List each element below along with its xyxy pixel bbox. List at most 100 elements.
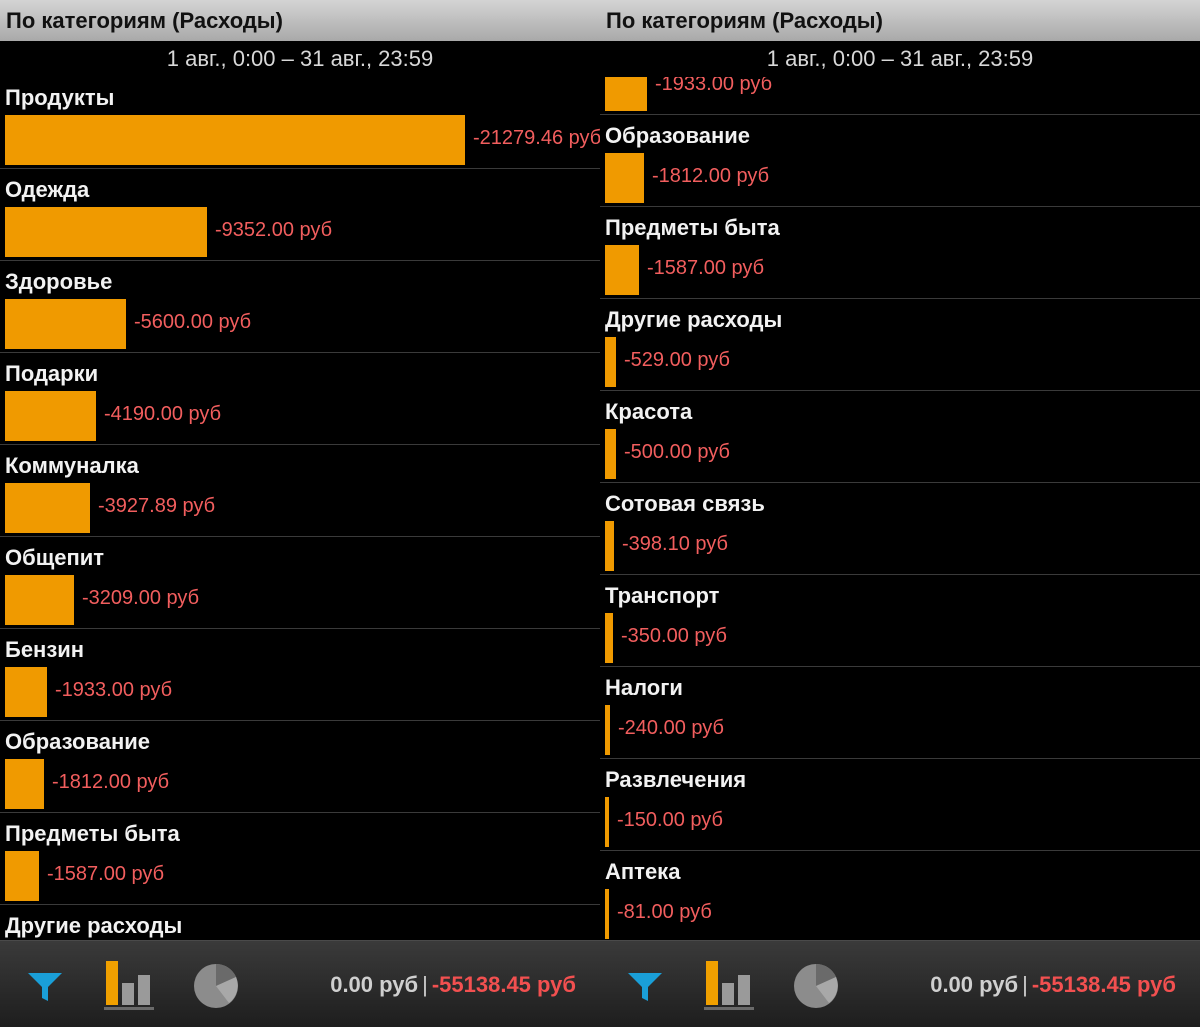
category-row[interactable]: Сотовая связь -398.10 руб (600, 483, 1200, 575)
category-amount: -5600.00 руб (134, 311, 252, 333)
category-name: Красота (605, 399, 693, 424)
category-row[interactable]: Бензин -1933.00 руб (0, 629, 600, 721)
category-amount: -1587.00 руб (647, 257, 765, 279)
expense-total: -55138.45 руб (1031, 972, 1176, 997)
category-bar (605, 429, 616, 479)
category-row[interactable]: Развлечения -150.00 руб (600, 759, 1200, 851)
category-name: Налоги (605, 675, 683, 700)
category-list[interactable]: -1933.00 руб Образование -1812.00 руб Предм… (600, 77, 1200, 940)
bottom-toolbar: 0.00 руб | -55138.45 руб (600, 940, 1200, 1027)
category-name: Развлечения (605, 767, 747, 792)
pie-chart-icon[interactable] (788, 941, 844, 1027)
category-row[interactable]: Другие расходы (0, 905, 600, 940)
category-bar (605, 153, 644, 203)
totals-separator: | (1022, 972, 1028, 997)
category-name: Общепит (5, 545, 105, 570)
bar-chart-icon[interactable] (100, 941, 160, 1027)
category-amount: -21279.46 руб (473, 127, 600, 149)
category-row[interactable]: Одежда -9352.00 руб (0, 169, 600, 261)
category-name: Аптека (605, 859, 681, 884)
category-amount: -500.00 руб (624, 441, 730, 463)
category-row[interactable]: Общепит -3209.00 руб (0, 537, 600, 629)
category-row[interactable]: Здоровье -5600.00 руб (0, 261, 600, 353)
category-name: Здоровье (5, 269, 113, 294)
category-amount: -1587.00 руб (47, 863, 165, 885)
category-row[interactable]: Предметы быта -1587.00 руб (0, 813, 600, 905)
category-row[interactable]: Коммуналка -3927.89 руб (0, 445, 600, 537)
expense-total: -55138.45 руб (431, 972, 576, 997)
totals: 0.00 руб | -55138.45 руб (930, 941, 1176, 1027)
category-row[interactable]: Подарки -4190.00 руб (0, 353, 600, 445)
bar-chart-icon[interactable] (700, 941, 760, 1027)
category-name: Предметы быта (5, 821, 180, 846)
category-list[interactable]: Продукты -21279.46 руб Одежда -9352.00 руб З… (0, 77, 600, 940)
right-screen: По категориям (Расходы) 1 авг., 0:00 – 3… (600, 0, 1200, 1027)
category-amount: -3927.89 руб (98, 495, 216, 517)
category-name: Другие расходы (5, 913, 183, 938)
category-name: Предметы быта (605, 215, 780, 240)
pie-chart-icon[interactable] (188, 941, 244, 1027)
category-amount: -1933.00 руб (55, 679, 173, 701)
category-row[interactable]: -1933.00 руб (600, 77, 1200, 115)
category-row[interactable]: Продукты -21279.46 руб (0, 77, 600, 169)
category-bar (5, 575, 74, 625)
category-name: Другие расходы (605, 307, 783, 332)
totals: 0.00 руб | -55138.45 руб (330, 941, 576, 1027)
left-screen: По категориям (Расходы) 1 авг., 0:00 – 3… (0, 0, 600, 1027)
category-name: Одежда (5, 177, 90, 202)
category-row[interactable]: Образование -1812.00 руб (0, 721, 600, 813)
title-bar: По категориям (Расходы) (600, 0, 1200, 41)
category-name: Коммуналка (5, 453, 139, 478)
bottom-toolbar: 0.00 руб | -55138.45 руб (0, 940, 600, 1027)
category-amount: -398.10 руб (622, 533, 728, 555)
category-amount: -350.00 руб (621, 625, 727, 647)
category-bar (605, 613, 613, 663)
category-amount: -240.00 руб (618, 717, 724, 739)
income-total: 0.00 руб (330, 972, 419, 997)
title-bar: По категориям (Расходы) (0, 0, 600, 41)
category-bar (605, 245, 639, 295)
category-name: Транспорт (605, 583, 720, 608)
category-bar (605, 889, 609, 939)
category-name: Бензин (5, 637, 85, 662)
category-bar (5, 299, 126, 349)
category-name: Продукты (5, 85, 115, 110)
category-bar (605, 337, 616, 387)
category-row[interactable]: Предметы быта -1587.00 руб (600, 207, 1200, 299)
filter-icon[interactable] (620, 941, 670, 1027)
category-name: Сотовая связь (605, 491, 765, 516)
category-amount: -1933.00 руб (655, 77, 773, 95)
category-bar (5, 851, 39, 901)
category-row[interactable]: Налоги -240.00 руб (600, 667, 1200, 759)
income-total: 0.00 руб (930, 972, 1019, 997)
category-row[interactable]: Образование -1812.00 руб (600, 115, 1200, 207)
category-amount: -3209.00 руб (82, 587, 200, 609)
category-row[interactable]: Другие расходы -529.00 руб (600, 299, 1200, 391)
category-bar (5, 115, 465, 165)
category-bar (605, 521, 614, 571)
category-amount: -529.00 руб (624, 349, 730, 371)
date-range[interactable]: 1 авг., 0:00 – 31 авг., 23:59 (766, 46, 1034, 71)
filter-icon[interactable] (20, 941, 70, 1027)
category-bar (5, 207, 207, 257)
category-bar (5, 667, 47, 717)
totals-separator: | (422, 972, 428, 997)
category-row[interactable]: Аптека -81.00 руб (600, 851, 1200, 940)
category-amount: -81.00 руб (617, 901, 712, 923)
category-bar (605, 77, 647, 111)
category-name: Подарки (5, 361, 99, 386)
category-bar (5, 391, 96, 441)
category-bar (605, 705, 610, 755)
category-amount: -1812.00 руб (52, 771, 170, 793)
category-row[interactable]: Красота -500.00 руб (600, 391, 1200, 483)
category-row[interactable]: Транспорт -350.00 руб (600, 575, 1200, 667)
category-bar (5, 759, 44, 809)
category-name: Образование (605, 123, 750, 148)
category-amount: -1812.00 руб (652, 165, 770, 187)
date-range[interactable]: 1 авг., 0:00 – 31 авг., 23:59 (166, 46, 434, 71)
category-amount: -150.00 руб (617, 809, 723, 831)
category-name: Образование (5, 729, 150, 754)
category-bar (5, 483, 90, 533)
category-amount: -4190.00 руб (104, 403, 222, 425)
category-amount: -9352.00 руб (215, 219, 333, 241)
